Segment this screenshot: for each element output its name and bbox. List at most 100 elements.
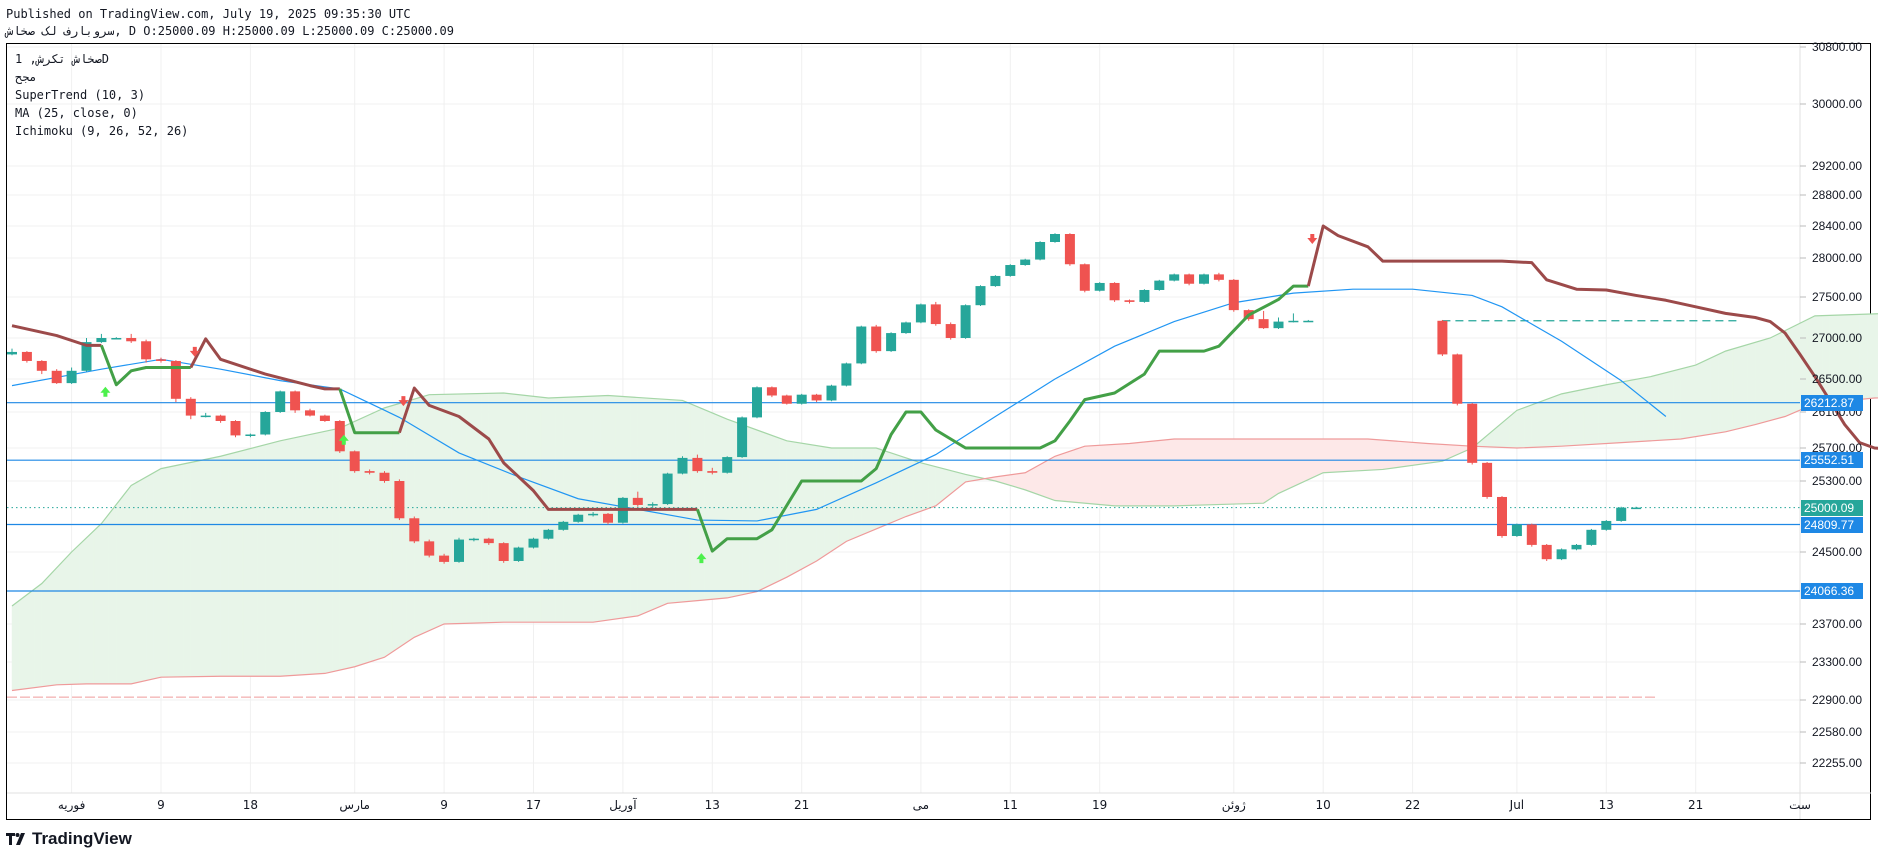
candle-body[interactable] — [305, 410, 315, 416]
candle-body[interactable] — [141, 341, 152, 360]
candle-body[interactable] — [930, 304, 941, 325]
candle-body[interactable] — [1228, 279, 1239, 311]
candle-body[interactable] — [573, 514, 584, 522]
candle-body[interactable] — [1258, 319, 1269, 329]
candle-body[interactable] — [230, 421, 241, 436]
candle-body[interactable] — [185, 398, 196, 416]
candle-body[interactable] — [1273, 321, 1284, 329]
candle-body[interactable] — [990, 275, 1001, 287]
candle-body[interactable] — [66, 370, 77, 384]
candle-body[interactable] — [781, 395, 792, 404]
candle-body[interactable] — [737, 417, 748, 458]
candle-body[interactable] — [1199, 274, 1209, 284]
legend-ma[interactable]: MA (25, close, 0) — [15, 106, 138, 120]
candle-body[interactable] — [1005, 265, 1016, 276]
candle-body[interactable] — [692, 457, 703, 472]
candle-body[interactable] — [811, 394, 822, 401]
tradingview-logo[interactable]: TradingView — [6, 829, 132, 849]
candle-body[interactable] — [1169, 274, 1180, 281]
candle-body[interactable] — [454, 539, 464, 562]
candle-body[interactable] — [796, 394, 807, 404]
candle-body[interactable] — [1213, 274, 1224, 280]
candle-body[interactable] — [290, 391, 301, 411]
candle-body[interactable] — [528, 538, 539, 548]
candle-body[interactable] — [379, 472, 390, 481]
candle-body[interactable] — [349, 451, 360, 472]
candle-body[interactable] — [1079, 264, 1090, 291]
candle-body[interactable] — [334, 421, 345, 452]
candle-body[interactable] — [1437, 320, 1448, 355]
candle-body[interactable] — [901, 322, 911, 334]
legend-supertrend[interactable]: SuperTrend (10, 3) — [15, 88, 146, 102]
candle-body[interactable] — [707, 471, 718, 473]
candle-body[interactable] — [871, 326, 882, 352]
candle-body[interactable] — [483, 538, 494, 544]
chart-frame[interactable] — [6, 43, 1871, 820]
candle-body[interactable] — [1020, 259, 1031, 266]
candle-body[interactable] — [170, 360, 181, 399]
candle-body[interactable] — [766, 387, 777, 396]
candle-body[interactable] — [960, 305, 971, 338]
candle-body[interactable] — [21, 351, 32, 361]
candle-body[interactable] — [409, 518, 420, 542]
candle-body[interactable] — [915, 304, 926, 323]
legend-ichimoku[interactable]: Ichimoku (9, 26, 52, 26) — [15, 124, 189, 138]
candle-body[interactable] — [260, 412, 271, 435]
candle-body[interactable] — [215, 415, 226, 421]
candle-body[interactable] — [513, 547, 524, 561]
candle-body[interactable] — [647, 504, 658, 506]
candle-body[interactable] — [1139, 289, 1150, 302]
candle-body[interactable] — [1497, 496, 1507, 537]
candle-body[interactable] — [156, 359, 166, 361]
candle-body[interactable] — [1616, 507, 1627, 521]
candle-body[interactable] — [1094, 282, 1105, 291]
candle-body[interactable] — [364, 471, 375, 473]
candle-body[interactable] — [603, 513, 613, 523]
candle-body[interactable] — [319, 415, 330, 421]
candle-body[interactable] — [1586, 529, 1597, 545]
candle-body[interactable] — [81, 342, 92, 371]
candle-body[interactable] — [1184, 274, 1195, 284]
candle-body[interactable] — [111, 338, 122, 340]
candle-body[interactable] — [662, 473, 673, 505]
candle-body[interactable] — [945, 324, 956, 338]
candle-body[interactable] — [1541, 544, 1552, 560]
candle-body[interactable] — [1452, 354, 1463, 404]
candle-body[interactable] — [1631, 507, 1642, 510]
candle-body[interactable] — [1124, 300, 1135, 302]
candle-body[interactable] — [856, 326, 867, 364]
candle-body[interactable] — [36, 360, 47, 371]
candle-body[interactable] — [468, 538, 479, 541]
candle-body[interactable] — [498, 543, 509, 561]
candle-body[interactable] — [826, 385, 837, 401]
candle-body[interactable] — [1571, 544, 1582, 550]
candle-body[interactable] — [275, 391, 286, 412]
candle-body[interactable] — [632, 497, 643, 505]
candle-body[interactable] — [200, 415, 211, 418]
candle-body[interactable] — [439, 555, 450, 562]
candle-body[interactable] — [1482, 462, 1493, 497]
candle-body[interactable] — [51, 370, 62, 384]
candle-body[interactable] — [1526, 524, 1537, 545]
candle-body[interactable] — [1511, 524, 1522, 537]
candle-body[interactable] — [975, 286, 986, 306]
candle-body[interactable] — [126, 338, 137, 342]
candle-body[interactable] — [677, 457, 688, 474]
candle-body[interactable] — [394, 481, 405, 519]
candle-body[interactable] — [752, 387, 762, 418]
candle-body[interactable] — [1064, 234, 1075, 265]
candle-body[interactable] — [1035, 242, 1046, 260]
candle-body[interactable] — [7, 351, 17, 355]
candle-body[interactable] — [886, 333, 897, 352]
candle-body[interactable] — [96, 338, 107, 343]
candle-body[interactable] — [841, 363, 852, 386]
candle-body[interactable] — [1601, 520, 1612, 530]
candle-body[interactable] — [588, 513, 599, 516]
candle-body[interactable] — [424, 541, 435, 556]
candle-body[interactable] — [558, 521, 569, 530]
candle-body[interactable] — [1288, 320, 1299, 323]
candle-body[interactable] — [1050, 234, 1060, 242]
candle-body[interactable] — [1154, 280, 1165, 290]
candle-body[interactable] — [543, 529, 554, 539]
